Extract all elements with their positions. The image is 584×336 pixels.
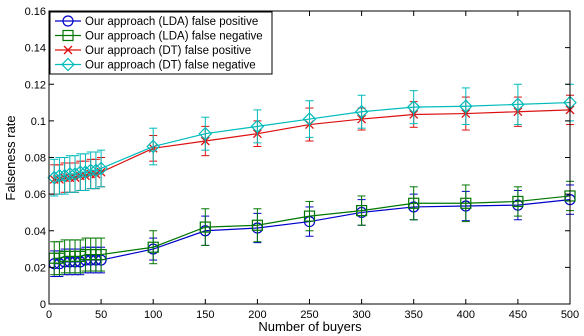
series-2-errorbar-14 <box>305 200 314 232</box>
legend-item-1: Our approach (LDA) false positive <box>55 15 258 28</box>
series-4 <box>47 83 577 197</box>
series-2-errorbar-17 <box>461 184 470 223</box>
series-2-point-15 <box>356 205 368 217</box>
series-4-point-12 <box>198 126 213 141</box>
y-axis-label: Falseness rate <box>3 115 18 200</box>
y-tick-label-7: 0.12 <box>25 79 46 91</box>
legend: Our approach (LDA) false positive Our app… <box>49 11 273 75</box>
series-4-point-18 <box>511 97 525 112</box>
legend-label: Our approach (DT) false positive <box>85 45 251 57</box>
series-2 <box>48 180 576 276</box>
y-tick-label-8: 0.14 <box>25 43 46 55</box>
series-2-point-10 <box>95 248 107 261</box>
series-4-errorbar-13 <box>253 109 262 144</box>
series-4-errorbar-3 <box>60 157 69 195</box>
x-tick-label-3: 100 <box>144 309 162 321</box>
series-4-errorbar-1 <box>50 158 59 197</box>
series-4-errorbar-11 <box>149 127 158 166</box>
series-2-point-17 <box>460 197 472 209</box>
series-4-errorbar-10 <box>97 149 106 188</box>
legend-item-2: Our approach (LDA) false negative <box>55 29 263 43</box>
x-tick-label-10: 450 <box>509 309 527 321</box>
x-tick-label-1: 0 <box>46 309 52 321</box>
y-tick-label-4: 0.06 <box>25 189 46 201</box>
x-tick-label-11: 500 <box>561 309 579 321</box>
series-2-point-16 <box>408 197 420 209</box>
series-4-point-10 <box>94 161 108 176</box>
x-tick-label-2: 50 <box>95 309 107 321</box>
legend-label: Our approach (LDA) false negative <box>85 31 263 43</box>
x-tick-label-6: 250 <box>300 309 318 321</box>
legend-item-4: Our approach (DT) false negative <box>55 57 256 72</box>
series-4-errorbar-14 <box>305 100 314 138</box>
series-4-point-16 <box>406 100 421 114</box>
series-2-point-18 <box>512 195 524 208</box>
legend-label: Our approach (DT) false negative <box>85 60 256 72</box>
series-2-errorbar-11 <box>149 230 158 265</box>
series-4-errorbar-5 <box>71 155 80 193</box>
y-tick-label-6: 0.1 <box>31 116 46 128</box>
axes: 0 50 100 150 200 250 300 350 400 450 500 0 0.02 0.04 0… <box>25 6 580 321</box>
legend-marker <box>61 57 75 72</box>
legend-marker <box>62 29 74 42</box>
series-2-errorbar-18 <box>513 186 522 217</box>
y-tick-label-2: 0.02 <box>25 262 46 274</box>
series-layer <box>47 83 577 278</box>
series-2-errorbar-15 <box>357 195 366 226</box>
series-2-errorbar-16 <box>409 186 418 221</box>
series-4-errorbar-17 <box>461 87 470 126</box>
series-2-point-13 <box>251 219 263 231</box>
series-2-errorbar-10 <box>97 237 106 272</box>
series-2-errorbar-13 <box>253 208 262 243</box>
series-4-point-14 <box>302 112 317 126</box>
series-4-errorbar-18 <box>513 83 522 126</box>
x-tick-label-7: 300 <box>352 309 370 321</box>
series-4-errorbar-9 <box>91 151 100 190</box>
series-4-errorbar-15 <box>357 94 366 129</box>
x-tick-label-8: 350 <box>405 309 423 321</box>
series-2-errorbar-12 <box>201 208 210 246</box>
x-tick-label-5: 200 <box>248 309 266 321</box>
y-tick-label-1: 0 <box>40 299 46 311</box>
series-2-point-12 <box>199 221 211 233</box>
series-2-point-14 <box>303 210 316 222</box>
legend-label: Our approach (LDA) false positive <box>85 16 258 28</box>
x-tick-label-4: 150 <box>196 309 214 321</box>
legend-marker <box>63 45 73 55</box>
series-4-errorbar-7 <box>81 153 90 191</box>
series-4-point-17 <box>458 99 473 114</box>
y-tick-label-5: 0.08 <box>25 153 46 165</box>
series-4-point-9 <box>89 163 103 178</box>
series-4-point-15 <box>354 104 369 119</box>
legend-marker-stroke-b <box>63 45 73 55</box>
series-4-errorbar-12 <box>201 116 210 151</box>
series-4-point-13 <box>250 119 265 134</box>
y-tick-label-3: 0.04 <box>25 226 46 238</box>
legend-marker <box>62 15 74 27</box>
series-4-errorbar-16 <box>409 90 418 125</box>
legend-box <box>49 11 273 75</box>
legend-item-3: Our approach (DT) false positive <box>55 45 251 57</box>
y-tick-label-9: 0.16 <box>25 6 46 18</box>
x-tick-label-9: 400 <box>457 309 475 321</box>
series-4-point-11 <box>146 139 161 154</box>
series-2-point-11 <box>147 241 159 253</box>
x-axis-label: Number of buyers <box>258 319 362 334</box>
